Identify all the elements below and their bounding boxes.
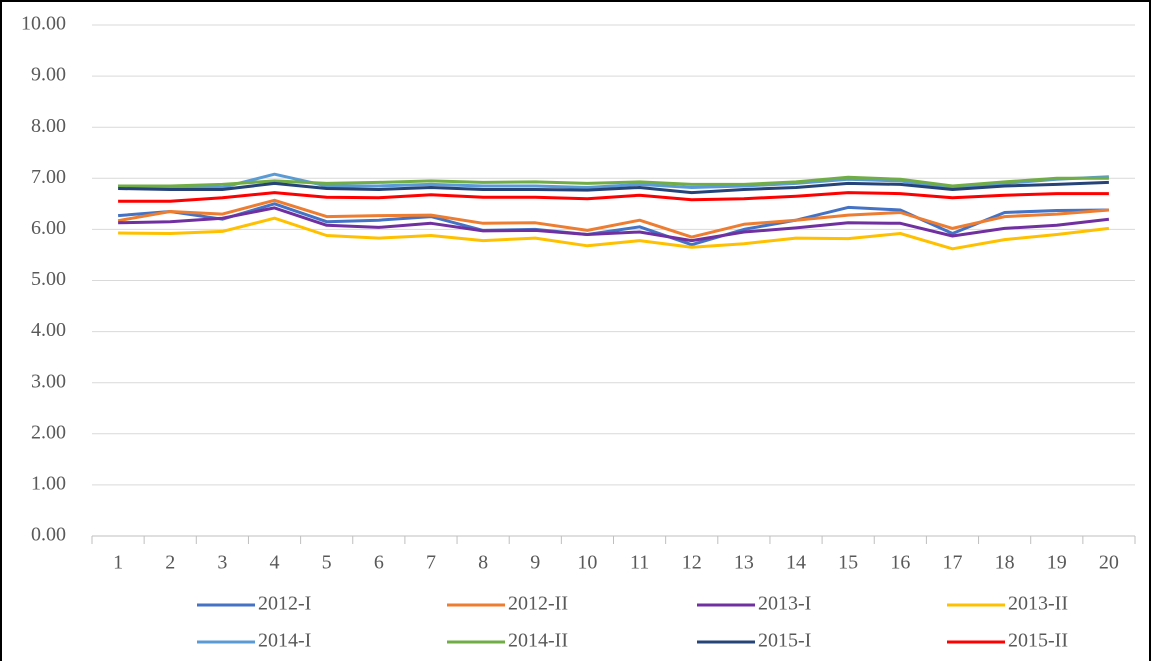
x-tick-label: 16 — [890, 552, 910, 574]
y-tick-label: 3.00 — [31, 370, 66, 392]
x-tick-label: 10 — [577, 552, 597, 574]
series-line — [118, 180, 1109, 195]
y-tick-label: 2.00 — [31, 421, 66, 443]
x-tick-label: 4 — [270, 552, 280, 574]
x-tick-label: 14 — [786, 552, 806, 574]
legend-label: 2014-II — [508, 630, 568, 652]
series-line — [117, 198, 1110, 239]
x-tick-label: 5 — [322, 552, 332, 574]
series-line — [118, 206, 1110, 243]
series-line — [118, 191, 1109, 203]
x-tick-label: 15 — [838, 552, 858, 574]
y-tick-label: 4.00 — [31, 319, 66, 341]
y-tick-label: 9.00 — [31, 64, 66, 86]
x-tick-label: 13 — [734, 552, 754, 574]
y-tick-label: 6.00 — [31, 217, 66, 239]
x-tick-label: 19 — [1047, 552, 1067, 574]
x-tick-label: 11 — [630, 552, 649, 574]
x-tick-label: 7 — [426, 552, 436, 574]
legend-label: 2015-II — [1008, 630, 1068, 652]
x-tick-label: 2 — [165, 552, 175, 574]
x-tick-label: 9 — [530, 552, 540, 574]
x-tick-label: 12 — [682, 552, 702, 574]
x-tick-label: 6 — [374, 552, 384, 574]
legend-label: 2014-I — [258, 630, 311, 652]
series-line — [117, 202, 1109, 247]
x-tick-label: 8 — [478, 552, 488, 574]
y-tick-label: 7.00 — [31, 166, 66, 188]
x-tick-label: 18 — [995, 552, 1015, 574]
y-tick-label: 5.00 — [31, 268, 66, 290]
legend-label: 2013-II — [1008, 593, 1068, 615]
legend-label: 2012-II — [508, 593, 568, 615]
series-line — [118, 216, 1110, 251]
legend-label: 2012-I — [258, 593, 311, 615]
x-tick-label: 1 — [113, 552, 123, 574]
legend-label: 2013-I — [758, 593, 811, 615]
y-tick-label: 0.00 — [31, 524, 66, 546]
x-tick-label: 17 — [942, 552, 962, 574]
series-line — [118, 175, 1109, 188]
legend-label: 2015-I — [758, 630, 811, 652]
x-tick-label: 20 — [1099, 552, 1119, 574]
y-tick-label: 8.00 — [31, 115, 66, 137]
y-tick-label: 1.00 — [31, 472, 66, 494]
x-tick-label: 3 — [217, 552, 227, 574]
y-tick-label: 10.00 — [21, 13, 66, 35]
